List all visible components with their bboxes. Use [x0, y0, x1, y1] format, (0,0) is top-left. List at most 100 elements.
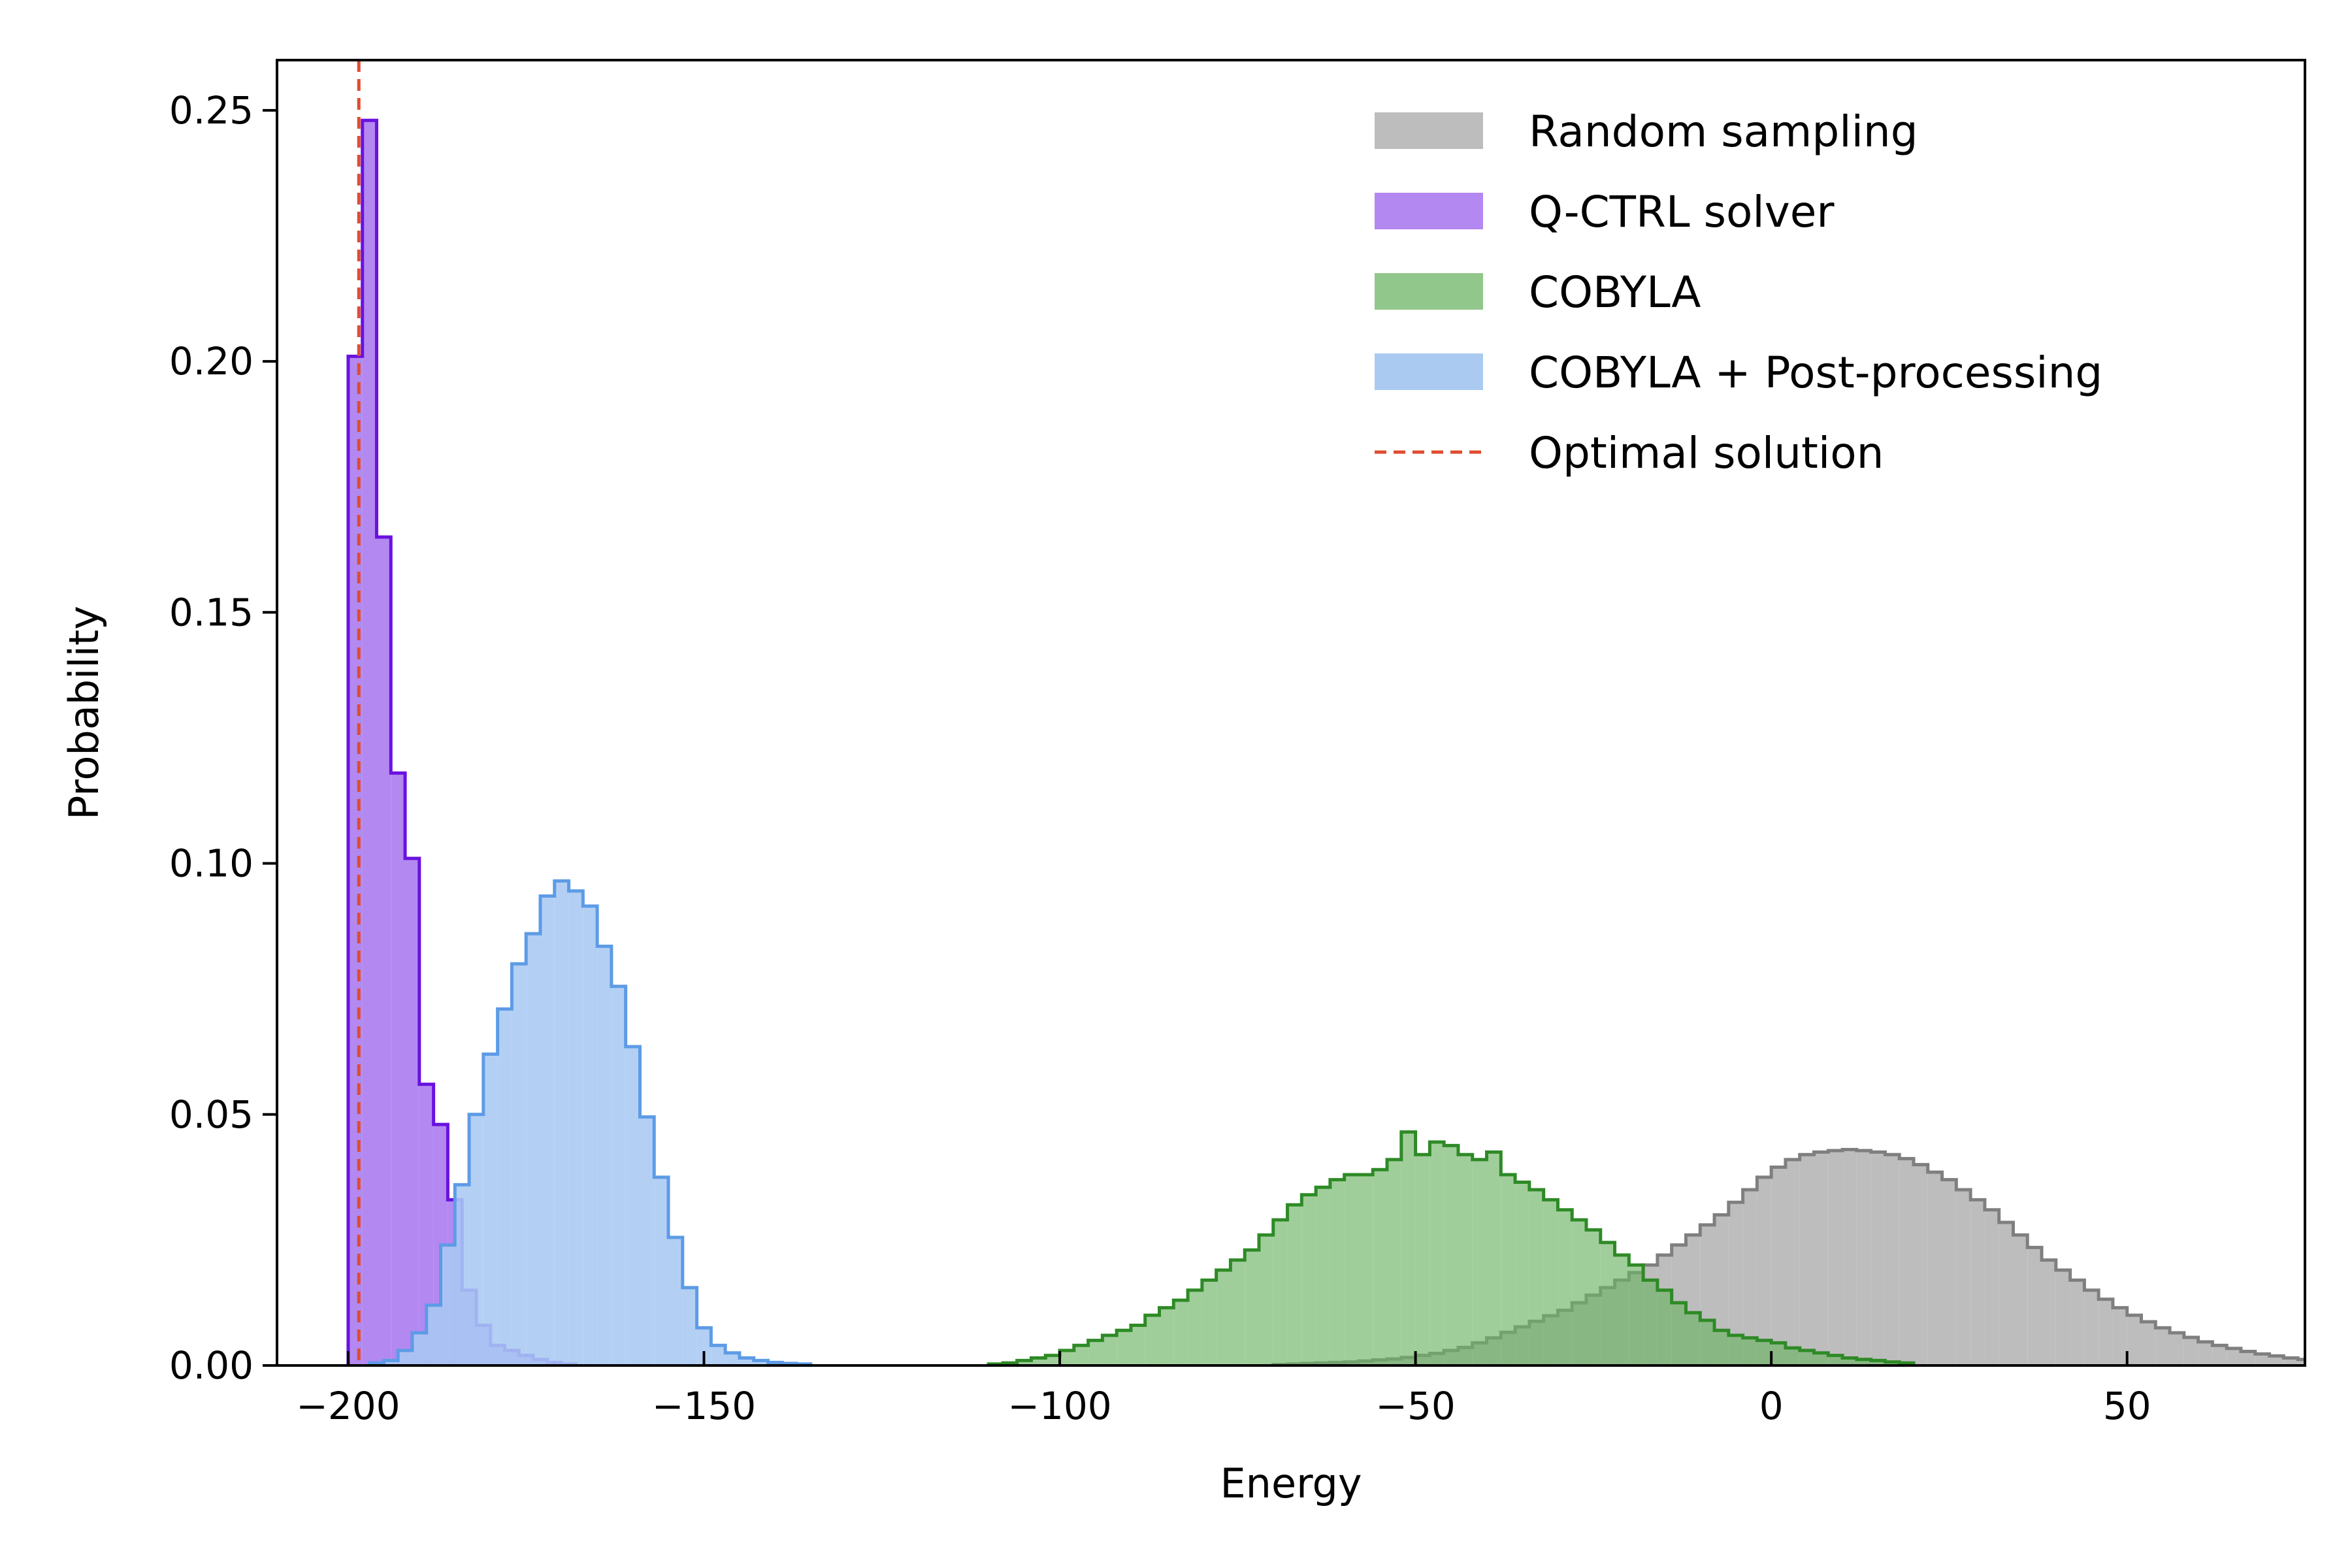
bar-cobyla — [1643, 1280, 1658, 1365]
bar-cobyla — [1073, 1345, 1088, 1365]
bar-cobyla — [1344, 1174, 1359, 1365]
bar-cobyla — [1814, 1352, 1829, 1365]
bar-cobyla — [1444, 1145, 1458, 1365]
bar-q-ctrl-solver — [405, 858, 419, 1365]
legend-swatch-cobyla-post-processing — [1375, 353, 1483, 390]
bar-cobyla-post-processing — [455, 1184, 470, 1365]
bar-random-sampling — [1885, 1154, 1900, 1365]
bar-cobyla — [1373, 1169, 1388, 1365]
outline-cobyla — [987, 1130, 1916, 1365]
bar-cobyla — [1401, 1132, 1416, 1365]
bar-random-sampling — [1999, 1222, 2014, 1365]
bar-cobyla — [1828, 1355, 1843, 1365]
bar-cobyla — [1714, 1330, 1729, 1365]
bar-random-sampling — [2027, 1247, 2042, 1365]
series-cobyla — [987, 1130, 1916, 1365]
x-tick-label: 50 — [2103, 1384, 2151, 1428]
bar-random-sampling — [2099, 1299, 2113, 1365]
y-tick-label: 0.15 — [169, 590, 253, 634]
bar-cobyla-post-processing — [625, 1047, 640, 1365]
bar-cobyla — [1600, 1242, 1615, 1365]
bar-cobyla-post-processing — [654, 1177, 669, 1365]
bar-cobyla-post-processing — [540, 896, 555, 1365]
bar-cobyla — [1771, 1343, 1786, 1365]
bar-random-sampling — [1984, 1209, 1999, 1365]
bar-cobyla — [1045, 1355, 1060, 1365]
y-axis-label: Probability — [60, 606, 108, 820]
y-tick-label: 0.05 — [169, 1092, 253, 1137]
legend: Random sampling Q-CTRL solver COBYLA COBYLA… — [1375, 106, 2102, 478]
bar-cobyla — [1671, 1302, 1686, 1365]
bar-random-sampling — [2141, 1322, 2156, 1365]
legend-swatch-cobyla — [1375, 273, 1483, 310]
bar-random-sampling — [1742, 1190, 1757, 1365]
bar-cobyla — [1629, 1265, 1644, 1365]
bar-cobyla-post-processing — [483, 1054, 498, 1365]
bar-random-sampling — [1757, 1177, 1772, 1365]
bar-cobyla — [1415, 1154, 1430, 1365]
bar-random-sampling — [2240, 1351, 2255, 1365]
bar-cobyla-post-processing — [583, 906, 598, 1365]
bar-cobyla-post-processing — [469, 1114, 483, 1365]
bar-random-sampling — [1771, 1167, 1786, 1365]
bar-cobyla — [1159, 1307, 1174, 1365]
bar-q-ctrl-solver — [376, 537, 391, 1365]
bar-cobyla — [1173, 1300, 1188, 1365]
bar-random-sampling — [2255, 1354, 2270, 1365]
bar-random-sampling — [2127, 1315, 2142, 1365]
x-tick-label: −50 — [1375, 1384, 1455, 1428]
bar-cobyla — [1700, 1320, 1715, 1365]
bar-random-sampling — [1785, 1159, 1800, 1365]
legend-label-q-ctrl-solver: Q-CTRL solver — [1529, 187, 1835, 237]
bar-cobyla-post-processing — [426, 1305, 441, 1365]
bar-cobyla — [1245, 1250, 1259, 1365]
bar-cobyla-post-processing — [568, 890, 583, 1365]
bar-cobyla-post-processing — [640, 1117, 655, 1365]
legend-swatch-random-sampling — [1375, 112, 1483, 149]
bar-cobyla — [1117, 1330, 1131, 1365]
bar-cobyla-post-processing — [725, 1352, 740, 1365]
bar-cobyla — [1301, 1194, 1316, 1365]
outline-cobyla-post-processing — [368, 879, 813, 1365]
legend-swatch-q-ctrl-solver — [1375, 193, 1483, 229]
bar-cobyla — [1614, 1254, 1629, 1365]
bar-cobyla — [1188, 1290, 1202, 1365]
bar-cobyla — [1558, 1209, 1573, 1365]
bar-random-sampling — [1814, 1152, 1829, 1365]
bar-cobyla — [1870, 1360, 1886, 1365]
legend-label-optimal-solution: Optimal solution — [1529, 428, 1884, 478]
bar-random-sampling — [2155, 1328, 2170, 1365]
bar-random-sampling — [1970, 1200, 1985, 1365]
bar-cobyla-post-processing — [497, 1009, 512, 1365]
bar-cobyla — [1515, 1182, 1529, 1365]
bar-cobyla — [1586, 1230, 1601, 1365]
bar-random-sampling — [2042, 1260, 2056, 1365]
bar-cobyla — [1216, 1269, 1231, 1365]
bar-cobyla-post-processing — [384, 1360, 399, 1365]
bar-cobyla-post-processing — [611, 986, 626, 1365]
bar-cobyla — [1657, 1290, 1672, 1365]
bar-random-sampling — [1927, 1172, 1942, 1365]
bar-random-sampling — [2112, 1307, 2127, 1365]
bar-random-sampling — [1828, 1151, 1843, 1365]
bar-cobyla — [1230, 1260, 1245, 1365]
bar-random-sampling — [2283, 1358, 2298, 1365]
bar-cobyla — [1742, 1337, 1757, 1365]
bar-cobyla — [1429, 1142, 1445, 1365]
bar-q-ctrl-solver — [419, 1084, 434, 1365]
bar-cobyla — [1686, 1313, 1701, 1365]
bar-cobyla — [1728, 1335, 1743, 1365]
bar-cobyla — [1486, 1152, 1501, 1365]
legend-label-cobyla: COBYLA — [1529, 267, 1701, 318]
bar-cobyla — [1088, 1340, 1103, 1365]
bar-cobyla-post-processing — [739, 1358, 754, 1365]
bar-cobyla-post-processing — [682, 1287, 697, 1365]
bar-random-sampling — [2227, 1348, 2241, 1365]
bar-cobyla — [1145, 1315, 1160, 1365]
bar-random-sampling — [1899, 1158, 1914, 1365]
bar-cobyla — [1572, 1220, 1586, 1365]
bar-cobyla-post-processing — [668, 1237, 683, 1365]
bar-cobyla — [1472, 1159, 1487, 1365]
y-tick-label: 0.00 — [169, 1343, 253, 1388]
